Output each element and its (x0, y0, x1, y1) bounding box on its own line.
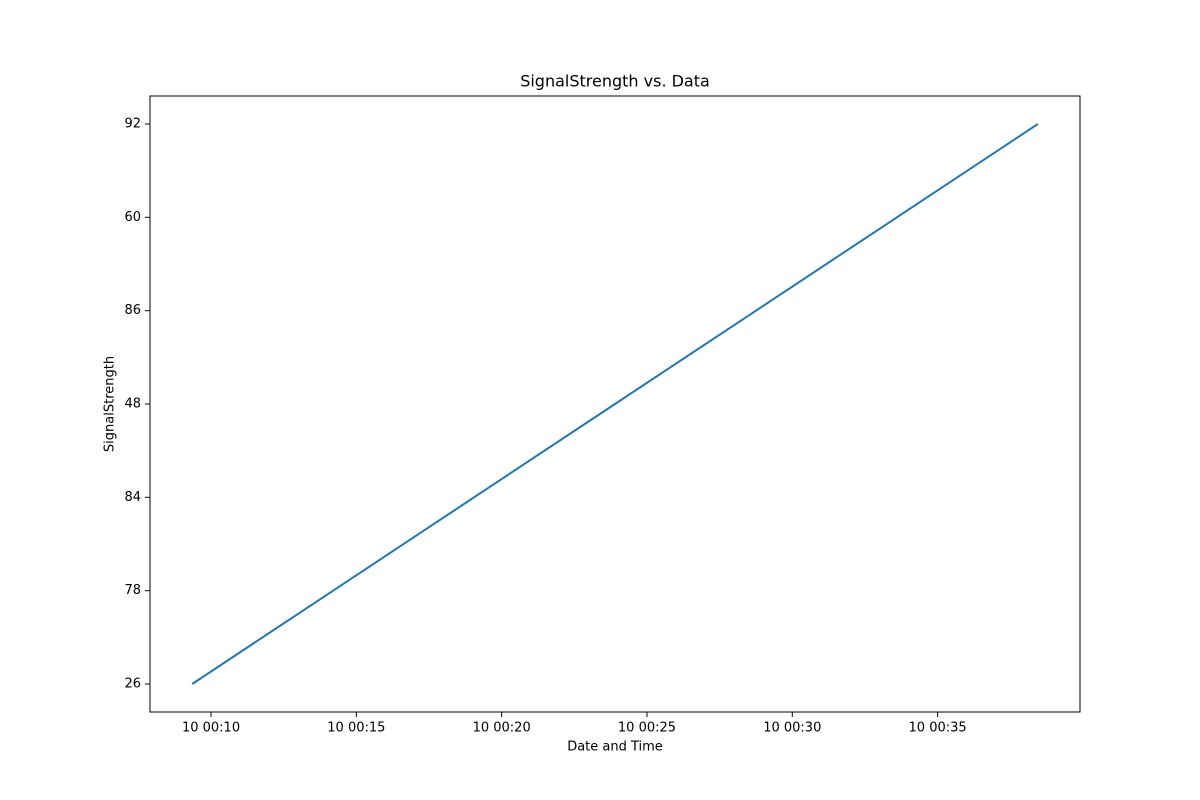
x-tick-label: 10 00:20 (473, 721, 531, 736)
y-tick-label: 26 (124, 677, 141, 692)
y-tick-label: 84 (124, 490, 141, 505)
y-tick-label: 86 (124, 303, 141, 318)
line-series (191, 123, 1039, 685)
y-tick-label: 48 (124, 397, 141, 412)
y-axis-label: SignalStrength (103, 356, 118, 452)
chart-title: SignalStrength vs. Data (520, 72, 710, 91)
plot-frame (149, 95, 1081, 713)
y-tick-label: 78 (124, 583, 141, 598)
x-tick-label: 10 00:15 (327, 721, 385, 736)
x-axis-label: Date and Time (567, 740, 663, 755)
x-tick-label: 10 00:30 (763, 721, 821, 736)
x-tick-label: 10 00:10 (182, 721, 240, 736)
x-tick-label: 10 00:25 (618, 721, 676, 736)
y-tick-label: 92 (124, 117, 141, 132)
y-tick-label: 60 (124, 210, 141, 225)
x-tick-label: 10 00:35 (909, 721, 967, 736)
